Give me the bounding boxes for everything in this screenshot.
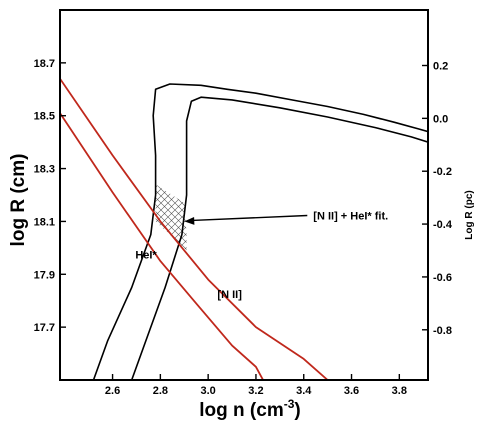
y-tick-label: 18.1 [34, 216, 55, 228]
x-tick-label: 2.6 [105, 385, 120, 397]
y-axis-right: -0.8 -0.6 -0.4 -0.2 0.0 0.2 [422, 61, 453, 337]
x-tick-label: 3.8 [392, 385, 407, 397]
y-axis-title: log R (cm) [8, 154, 29, 247]
y-axis-right-title: Log R (pc) [464, 190, 475, 239]
hatched-region [155, 184, 187, 251]
annotation-label: [N II] [217, 289, 242, 301]
y-right-tick-label: -0.4 [433, 219, 453, 231]
plot-frame [59, 9, 429, 381]
y-tick-label: 18.3 [34, 164, 55, 176]
hatched-fit-region [155, 184, 187, 251]
x-tick-label: 2.8 [153, 385, 168, 397]
y-tick-label: 18.7 [34, 58, 55, 70]
y-axis-left: 17.7 17.9 18.1 18.3 18.5 18.7 [34, 58, 66, 334]
y-tick-label: 17.7 [34, 322, 55, 334]
y-right-tick-label: 0.2 [433, 61, 448, 73]
x-axis: 2.6 2.8 3.0 3.2 3.4 3.6 3.8 [105, 374, 407, 397]
x-tick-label: 3.2 [248, 385, 263, 397]
y-tick-label: 18.5 [34, 111, 55, 123]
y-tick-label: 17.9 [34, 269, 55, 281]
annotation-label: HeI* [135, 249, 157, 261]
series-line-1 [130, 96, 428, 380]
series-line-3 [60, 112, 264, 380]
annotation-arrow-line [192, 214, 308, 222]
y-right-tick-label: -0.2 [433, 166, 452, 178]
series-line-2 [60, 78, 329, 380]
y-right-tick-label: 0.0 [433, 113, 448, 125]
annotations: [N II] + HeI* fit. HeI* [N II] [135, 211, 388, 302]
y-right-tick-label: -0.8 [433, 325, 452, 337]
x-tick-label: 3.0 [201, 385, 216, 397]
x-axis-title: log n (cm-3) [199, 397, 300, 421]
y-right-tick-label: -0.6 [433, 272, 452, 284]
x-tick-label: 3.4 [296, 385, 312, 397]
annotation-label: [N II] + HeI* fit. [313, 211, 388, 223]
x-tick-label: 3.6 [344, 385, 359, 397]
annotation-arrow-head [184, 217, 195, 225]
series-layer [60, 78, 428, 380]
